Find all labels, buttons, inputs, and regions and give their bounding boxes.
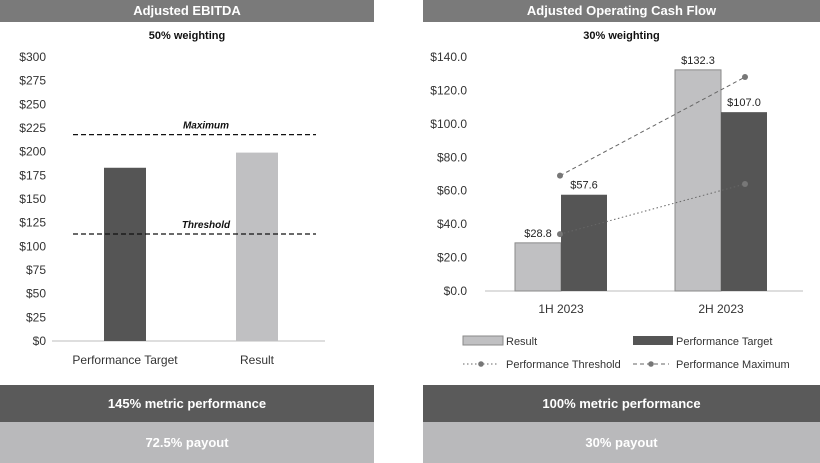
cash-flow-chart: $0.0 $20.0 $40.0 $60.0 $80.0 $100.0 $120.0 $140…: [430, 50, 803, 371]
y-tick-label-4: $100: [19, 239, 46, 253]
ebitda-chart: $0 $25 $50 $75 $100 $125 $150 $175 $200 $225 $250 $…: [19, 50, 325, 367]
y-tick-label-0: $0: [33, 334, 47, 348]
performance-threshold-point-1h-2023: [557, 231, 563, 238]
y-tick-label-3: $60.0: [437, 184, 467, 198]
legend-result-swatch: [462, 335, 504, 346]
data-label-performance-target-2h-2023: $107.0: [727, 97, 761, 109]
bar-result-2h-2023: [674, 69, 722, 292]
bar-result: [236, 152, 278, 341]
cash-flow-payout: 30% payout: [423, 422, 820, 463]
y-tick-label-2: $40.0: [437, 217, 467, 231]
data-label-performance-target-1h-2023: $57.6: [570, 180, 598, 192]
y-tick-label-6: $150: [19, 192, 46, 206]
y-tick-label-12: $300: [19, 50, 46, 64]
data-label-result-1h-2023: $28.8: [524, 228, 552, 240]
x-tick-label-2h-2023: 2H 2023: [698, 302, 744, 316]
y-tick-label-8: $200: [19, 145, 46, 159]
legend-result-label: Result: [506, 336, 537, 348]
y-tick-label-2: $50: [26, 287, 46, 301]
y-tick-label-5: $100.0: [430, 117, 467, 131]
legend-performance-maximum-label: Performance Maximum: [676, 359, 790, 371]
ebitda-payout: 72.5% payout: [0, 422, 374, 463]
y-tick-label-5: $125: [19, 216, 46, 230]
cash-flow-metric-performance: 100% metric performance: [423, 385, 820, 422]
legend-performance-maximum-marker: [648, 361, 654, 367]
bar-performance-target-2h-2023: [721, 112, 767, 292]
x-tick-label-performance-target: Performance Target: [72, 353, 178, 367]
performance-maximum-point-1h-2023: [557, 172, 563, 179]
performance-threshold-point-2h-2023: [742, 181, 748, 188]
threshold-label: Threshold: [182, 220, 231, 231]
y-tick-label-0: $0.0: [444, 284, 468, 298]
legend-performance-threshold-label: Performance Threshold: [506, 359, 621, 371]
bar-result-1h-2023: [514, 242, 562, 292]
cash-flow-panel: Adjusted Operating Cash Flow 30% weighti…: [423, 0, 820, 463]
y-tick-label-3: $75: [26, 263, 46, 277]
bar-performance-target: [104, 167, 146, 341]
y-tick-label-1: $20.0: [437, 251, 467, 265]
bar-performance-target-1h-2023: [561, 194, 607, 291]
ebitda-metric-performance: 145% metric performance: [0, 385, 374, 422]
legend-performance-threshold-marker: [478, 361, 484, 367]
y-tick-label-9: $225: [19, 121, 46, 135]
ebitda-title: Adjusted EBITDA: [0, 0, 374, 22]
legend-performance-target-label: Performance Target: [676, 336, 772, 348]
ebitda-panel: Adjusted EBITDA 50% weighting $0 $25 $50 $7…: [0, 0, 374, 463]
cash-flow-weighting: 30% weighting: [583, 30, 660, 42]
y-tick-label-1: $25: [26, 310, 46, 324]
data-label-result-2h-2023: $132.3: [681, 55, 715, 67]
y-tick-label-7: $175: [19, 168, 46, 182]
ebitda-weighting: 50% weighting: [148, 30, 226, 42]
maximum-label: Maximum: [183, 121, 229, 132]
y-tick-label-4: $80.0: [437, 150, 467, 164]
y-tick-label-6: $120.0: [430, 83, 467, 97]
y-tick-label-10: $250: [19, 97, 46, 111]
cash-flow-title: Adjusted Operating Cash Flow: [423, 0, 820, 22]
performance-maximum-point-2h-2023: [742, 74, 748, 81]
x-tick-label-result: Result: [240, 353, 275, 367]
y-tick-label-11: $275: [19, 74, 46, 88]
y-tick-label-7: $140.0: [430, 50, 467, 64]
x-tick-label-1h-2023: 1H 2023: [538, 302, 584, 316]
legend-performance-target-swatch: [633, 336, 673, 345]
